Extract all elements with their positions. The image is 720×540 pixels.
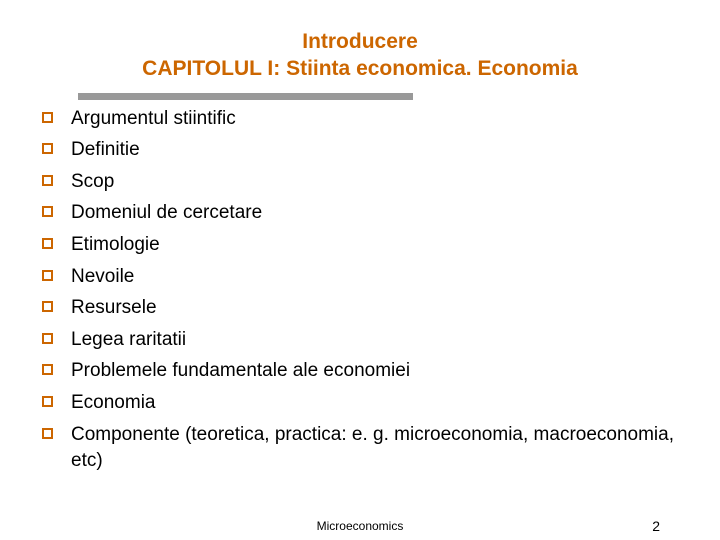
list-item-text: Nevoile: [71, 264, 134, 291]
list-item-text: Componente (teoretica, practica: e. g. m…: [71, 422, 690, 475]
list-item-text: Etimologie: [71, 232, 160, 259]
square-bullet-icon: [42, 143, 53, 154]
square-bullet-icon: [42, 396, 53, 407]
square-bullet-icon: [42, 428, 53, 439]
title-line-1: Introducere: [0, 28, 720, 55]
list-item: Legea raritatii: [42, 327, 690, 354]
footer-title: Microeconomics: [317, 519, 404, 533]
title-underline: [78, 93, 413, 100]
list-item-text: Legea raritatii: [71, 327, 186, 354]
list-item: Economia: [42, 390, 690, 417]
list-item: Definitie: [42, 137, 690, 164]
list-item-text: Scop: [71, 169, 114, 196]
square-bullet-icon: [42, 206, 53, 217]
list-item: Domeniul de cercetare: [42, 200, 690, 227]
page-number: 2: [652, 518, 660, 534]
list-item-text: Economia: [71, 390, 156, 417]
list-item: Componente (teoretica, practica: e. g. m…: [42, 422, 690, 475]
list-item: Resursele: [42, 295, 690, 322]
list-item: Scop: [42, 169, 690, 196]
title-line-2: CAPITOLUL I: Stiinta economica. Economia: [0, 55, 720, 82]
bullet-list: Argumentul stiintific Definitie Scop Dom…: [0, 106, 720, 475]
list-item-text: Resursele: [71, 295, 157, 322]
list-item: Problemele fundamentale ale economiei: [42, 358, 690, 385]
square-bullet-icon: [42, 238, 53, 249]
list-item-text: Problemele fundamentale ale economiei: [71, 358, 410, 385]
list-item-text: Definitie: [71, 137, 140, 164]
square-bullet-icon: [42, 175, 53, 186]
list-item: Etimologie: [42, 232, 690, 259]
title-block: Introducere CAPITOLUL I: Stiinta economi…: [0, 0, 720, 91]
square-bullet-icon: [42, 270, 53, 281]
list-item: Nevoile: [42, 264, 690, 291]
square-bullet-icon: [42, 364, 53, 375]
square-bullet-icon: [42, 301, 53, 312]
square-bullet-icon: [42, 112, 53, 123]
list-item-text: Argumentul stiintific: [71, 106, 236, 133]
square-bullet-icon: [42, 333, 53, 344]
list-item-text: Domeniul de cercetare: [71, 200, 262, 227]
list-item: Argumentul stiintific: [42, 106, 690, 133]
